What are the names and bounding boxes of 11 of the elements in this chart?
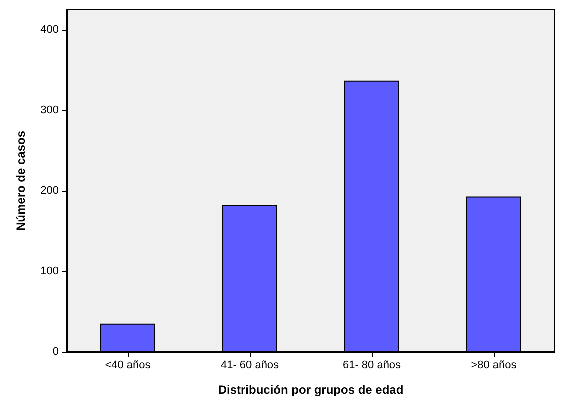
x-tick-label: 61- 80 años xyxy=(342,360,402,372)
y-tick-label: 400 xyxy=(40,24,59,36)
x-tick-label: <40 años xyxy=(105,360,152,372)
x-tick-label: 41- 60 años xyxy=(220,360,280,372)
y-tick-label: 300 xyxy=(40,104,59,117)
y-axis-title: Número de casos xyxy=(14,130,28,232)
y-tick-label: 0 xyxy=(52,346,59,358)
y-tick-label: 200 xyxy=(40,185,59,198)
y-tick-label: 100 xyxy=(40,266,59,278)
x-axis-title: Distribución por grupos de edad xyxy=(218,383,404,397)
x-tick-label: >80 años xyxy=(471,360,518,372)
